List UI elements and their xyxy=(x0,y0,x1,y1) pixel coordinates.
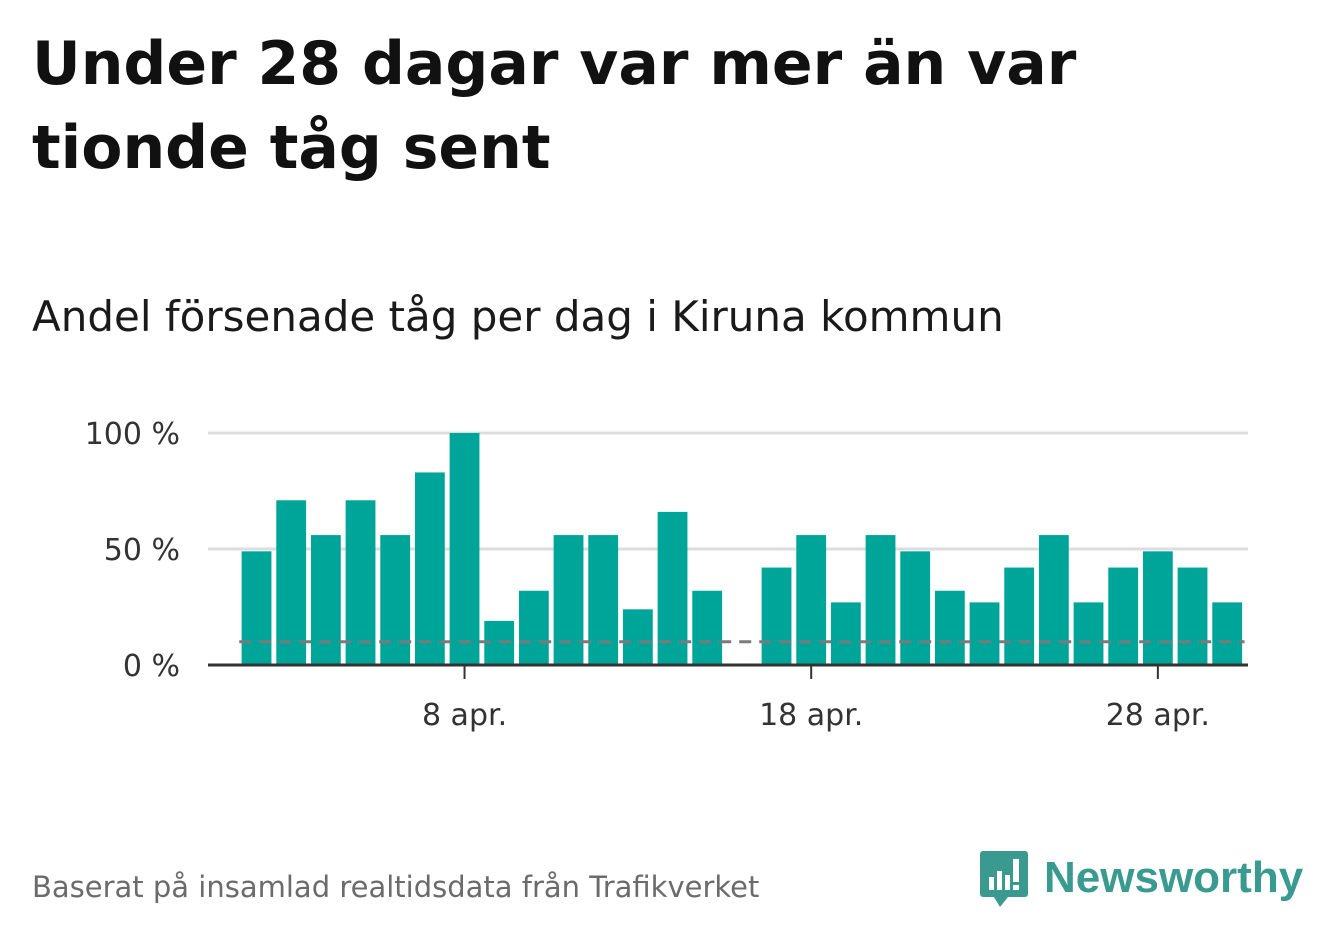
brand-name: Newsworthy xyxy=(1044,853,1304,902)
bar-apr-15 xyxy=(692,590,723,665)
bar-apr-29 xyxy=(1177,567,1208,665)
bar-apr-5 xyxy=(345,500,376,665)
bar-apr-22 xyxy=(934,590,965,665)
x-tick-label-8: 8 apr. xyxy=(422,698,507,733)
bar-apr-6 xyxy=(380,535,411,665)
bar-apr-11 xyxy=(553,535,584,665)
bar-apr-10 xyxy=(518,590,549,665)
y-tick-label-0: 0 % xyxy=(123,649,180,684)
y-tick-label-100: 100 % xyxy=(85,417,180,452)
brand-logo: Newsworthy xyxy=(980,846,1303,910)
bar-apr-26 xyxy=(1073,602,1104,665)
bar-apr-25 xyxy=(1038,535,1069,665)
bar-apr-28 xyxy=(1142,551,1173,665)
bar-apr-21 xyxy=(900,551,931,665)
bar-apr-24 xyxy=(1004,567,1035,665)
bar-apr-8 xyxy=(449,433,480,665)
source-note: Baserat på insamlad realtidsdata från Tr… xyxy=(32,870,760,904)
chart-subtitle: Andel försenade tåg per dag i Kiruna kom… xyxy=(32,292,1004,341)
bar-apr-3 xyxy=(276,500,307,665)
bar-apr-23 xyxy=(969,602,1000,665)
bar-chart: 0 % 50 % 100 % 8 apr. 18 apr. 28 apr. xyxy=(85,417,1248,733)
bar-apr-19 xyxy=(830,602,861,665)
bar-apr-12 xyxy=(588,535,619,665)
chart-title: Under 28 dagar var mer än var tionde tåg… xyxy=(32,29,1077,183)
bar-apr-4 xyxy=(310,535,341,665)
bar-apr-13 xyxy=(622,609,653,665)
bar-apr-7 xyxy=(414,472,445,665)
x-axis xyxy=(208,663,1248,679)
bar-apr-17 xyxy=(761,567,792,665)
bar-apr-20 xyxy=(865,535,896,665)
y-tick-label-50: 50 % xyxy=(104,533,180,568)
x-tick-label-18: 18 apr. xyxy=(759,698,863,733)
bar-series xyxy=(241,433,1243,665)
bar-apr-14 xyxy=(657,511,688,665)
y-tick-labels: 0 % 50 % 100 % xyxy=(85,417,180,684)
bar-apr-27 xyxy=(1108,567,1139,665)
bar-apr-18 xyxy=(796,535,827,665)
newsworthy-logo-icon xyxy=(980,851,1028,907)
bar-apr-30 xyxy=(1212,602,1243,665)
x-tick-label-28: 28 apr. xyxy=(1106,698,1210,733)
bar-apr-2 xyxy=(241,551,272,665)
x-tick-labels: 8 apr. 18 apr. 28 apr. xyxy=(422,698,1210,733)
